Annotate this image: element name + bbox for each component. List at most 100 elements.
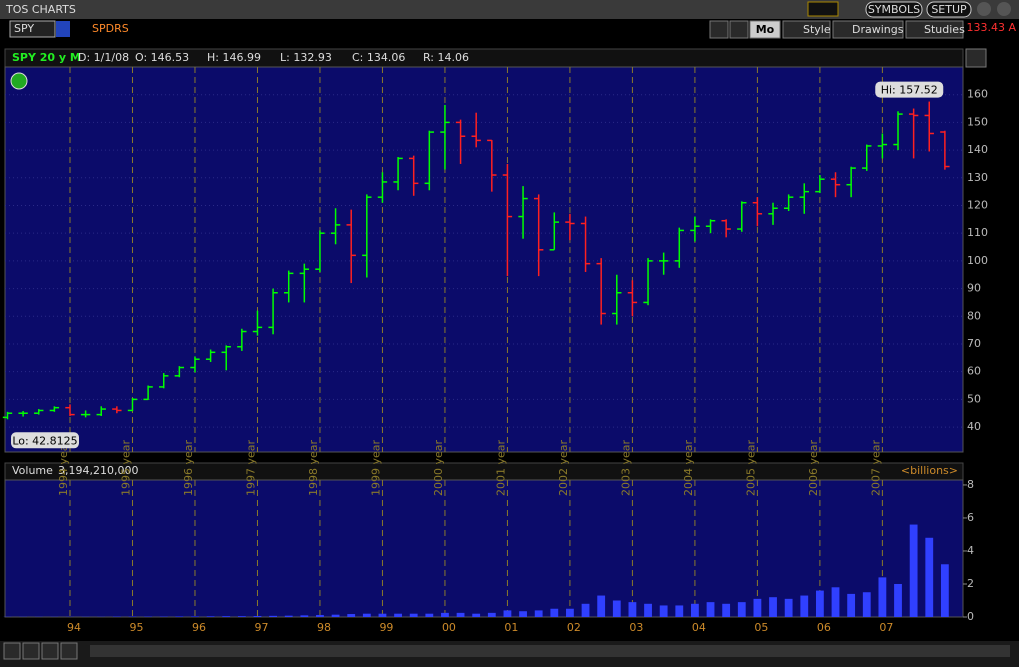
volume-bar [847, 593, 856, 617]
x-tick-label: 00 [442, 621, 456, 634]
x-tick-label: 02 [567, 621, 581, 634]
scrollbar[interactable] [90, 645, 1010, 657]
period: Mo [756, 23, 775, 36]
info-icon[interactable] [10, 72, 28, 90]
volume-bar [206, 616, 215, 617]
x-tick-label: 2006 year [807, 440, 820, 497]
x-tick-label: 01 [504, 621, 518, 634]
x-tick-label: 99 [379, 621, 393, 634]
y-tick-label: 4 [967, 544, 974, 557]
link-box[interactable] [807, 1, 839, 17]
volume-bar [347, 614, 356, 617]
y-tick-label: 130 [967, 171, 988, 184]
x-tick-label: 2002 year [557, 440, 570, 497]
y-tick-label: 100 [967, 254, 988, 267]
title-bar [0, 0, 1019, 19]
y-tick-label: 8 [967, 478, 974, 491]
volume-bar [284, 615, 293, 617]
volume-unit: <billions> [901, 464, 958, 477]
volume-bar [894, 583, 902, 617]
volume-bar [331, 614, 340, 617]
x-tick-label: 94 [67, 621, 81, 634]
volume-bar [706, 602, 715, 617]
setup-button[interactable] [926, 1, 972, 18]
zoom-out-button[interactable] [41, 642, 59, 660]
x-tick-label: 1996 year [182, 440, 195, 497]
volume-bar [769, 597, 777, 617]
volume-bar [737, 602, 746, 617]
window-button[interactable] [997, 2, 1011, 16]
style-label: Style [803, 23, 831, 36]
volume-bar [862, 592, 871, 617]
info-date: D: 1/1/08 [78, 51, 129, 64]
studies-button[interactable] [905, 20, 964, 39]
symbols-button[interactable] [865, 1, 923, 18]
volume-bar [519, 611, 527, 617]
volume-bar [644, 603, 652, 617]
y-tick-label: 40 [967, 420, 981, 433]
volume-bar [597, 595, 606, 617]
x-tick-label: 97 [254, 621, 268, 634]
volume-bar [472, 613, 481, 617]
volume-bar [691, 603, 699, 617]
x-tick-label: 2004 year [682, 440, 695, 497]
x-tick-label: 1997 year [244, 440, 257, 497]
hi-label-box [875, 81, 944, 98]
volume-bar [534, 610, 543, 617]
symbol-dropdown[interactable] [56, 21, 70, 37]
volume-bar [394, 613, 402, 617]
y-tick-label: 70 [967, 337, 981, 350]
x-tick-label: 03 [629, 621, 643, 634]
info-high: H: 146.99 [207, 51, 261, 64]
info-open: O: 146.53 [135, 51, 189, 64]
drawings-button[interactable] [832, 20, 904, 39]
volume-bar [753, 598, 762, 617]
x-tick-label: 2005 year [744, 440, 757, 497]
x-tick-label: 06 [817, 621, 831, 634]
volume-bar [253, 616, 262, 617]
volume-bar [269, 615, 277, 617]
y-tick-label: 50 [967, 392, 981, 405]
volume-value: 3,194,210,000 [58, 464, 138, 477]
volume-bar [940, 564, 949, 617]
x-tick-label: 07 [879, 621, 893, 634]
volume-bar [425, 613, 434, 617]
lo-label: Lo: 42.8125 [12, 434, 77, 447]
x-tick-label: 1998 year [307, 440, 320, 497]
volume-bar [628, 602, 637, 617]
volume-bar [612, 600, 621, 617]
volume-bar [925, 537, 934, 617]
y-tick-label: 80 [967, 309, 981, 322]
zoom-button[interactable] [3, 642, 21, 660]
tool-button[interactable] [729, 20, 749, 39]
y-tick-label: 6 [967, 511, 974, 524]
x-tick-label: 2000 year [432, 440, 445, 497]
volume-bar [800, 595, 809, 617]
pan-button[interactable] [60, 642, 78, 660]
panel-button[interactable] [965, 48, 987, 68]
volume-bar [815, 590, 824, 617]
zoom-in-button[interactable] [22, 642, 40, 660]
volume-panel [4, 479, 964, 618]
period-button[interactable] [749, 20, 781, 39]
x-tick-label: 2003 year [619, 440, 632, 497]
volume-bar [878, 577, 887, 617]
style-button[interactable] [782, 20, 831, 39]
volume-bar [722, 603, 731, 617]
info-low: L: 132.93 [280, 51, 332, 64]
last-price: 133.43 A [966, 21, 1016, 34]
info-range: R: 14.06 [423, 51, 469, 64]
x-tick-label: 96 [192, 621, 206, 634]
y-tick-label: 110 [967, 226, 988, 239]
symbol-box[interactable] [9, 20, 56, 38]
drawings-label: Drawings [852, 23, 904, 36]
y-tick-label: 160 [967, 88, 988, 101]
window-title: TOS CHARTS [5, 3, 76, 16]
info-study: SPY 20 y M [12, 51, 81, 64]
volume-bar [675, 605, 684, 617]
volume-bar [378, 613, 387, 617]
volume-bar [831, 587, 840, 617]
x-tick-label: 95 [129, 621, 143, 634]
window-button[interactable] [977, 2, 991, 16]
tool-button[interactable] [709, 20, 729, 39]
